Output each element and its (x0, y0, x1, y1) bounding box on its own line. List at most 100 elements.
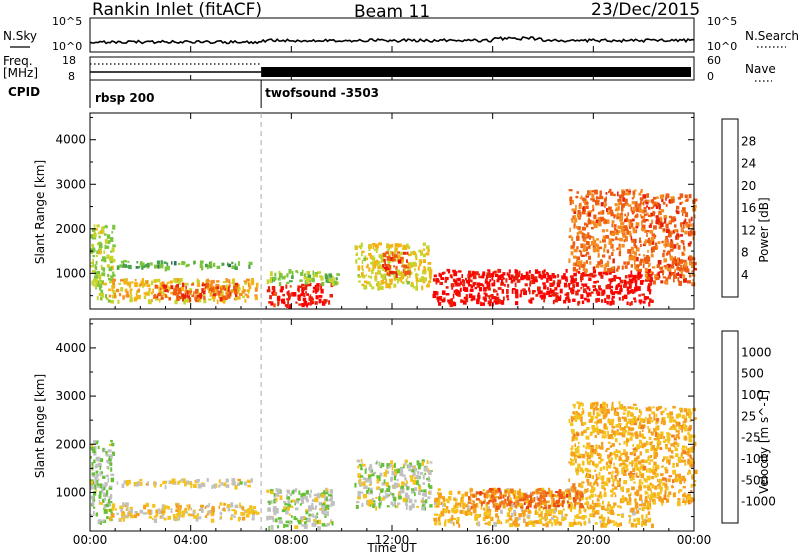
scatter-cell (216, 265, 221, 269)
scatter-cell (234, 484, 238, 490)
scatter-cell (679, 407, 683, 413)
scatter-cell (616, 513, 621, 516)
scatter-cell (624, 228, 628, 231)
scatter-cell (455, 503, 458, 508)
scatter-cell (581, 410, 584, 415)
scatter-cell (616, 523, 620, 528)
scatter-cell (108, 502, 111, 507)
scatter-cell (211, 289, 215, 293)
scatter-cell (90, 495, 93, 500)
scatter-cell (676, 266, 679, 271)
scatter-cell (453, 290, 456, 294)
nsky-trace (89, 36, 695, 45)
scatter-cell (614, 411, 618, 414)
scatter-cell (628, 230, 632, 235)
scatter-cell (575, 522, 580, 525)
scatter-cell (505, 519, 508, 524)
scatter-cell (634, 465, 638, 468)
scatter-cell (362, 481, 366, 486)
scatter-cell (146, 283, 151, 288)
colorbar-tick-label: 4 (741, 268, 749, 282)
scatter-cell (415, 276, 419, 282)
scatter-cell (450, 520, 453, 524)
scatter-cell (328, 498, 331, 502)
scatter-cell (152, 518, 154, 521)
scatter-cell (439, 296, 442, 300)
scatter-cell (629, 219, 633, 223)
scatter-cell (127, 282, 131, 286)
scatter-cell (457, 270, 462, 273)
scatter-cell (573, 248, 578, 253)
scatter-cell (665, 193, 670, 199)
scatter-cell (551, 499, 554, 503)
scatter-cell (643, 213, 648, 216)
scatter-cell (284, 501, 287, 504)
scatter-cell (621, 230, 626, 234)
scatter-cell (587, 191, 590, 196)
scatter-cell (628, 461, 632, 465)
scatter-cell (196, 280, 200, 283)
scatter-cell (583, 297, 587, 301)
scatter-cell (621, 217, 623, 221)
scatter-cell (624, 497, 627, 502)
scatter-cell (624, 265, 628, 269)
scatter-cell (289, 492, 293, 496)
scatter-cell (538, 518, 543, 524)
scatter-cell (670, 217, 675, 223)
scatter-cell (234, 282, 239, 287)
scatter-cell (561, 500, 565, 504)
scatter-cell (598, 221, 602, 227)
scatter-cell (418, 278, 423, 283)
scatter-cell (526, 275, 530, 278)
scatter-cell (576, 214, 580, 218)
scatter-cell (658, 405, 662, 409)
scatter-cell (635, 506, 638, 510)
scatter-cell (648, 506, 652, 510)
scatter-cell (637, 425, 641, 430)
scatter-cell (611, 266, 615, 270)
scatter-cell (319, 275, 323, 278)
scatter-cell (684, 418, 687, 421)
scatter-cell (245, 513, 250, 518)
scatter-cell (560, 493, 564, 498)
scatter-cell (583, 429, 586, 434)
scatter-cell (175, 287, 177, 291)
scatter-cell (401, 481, 405, 486)
scatter-cell (666, 250, 671, 255)
scatter-cell (231, 509, 236, 512)
scatter-cell (558, 279, 561, 284)
scatter-cell (610, 212, 614, 217)
scatter-cell (566, 278, 569, 283)
scatter-cell (631, 460, 634, 464)
scatter-cell (635, 523, 637, 528)
scatter-cell (176, 517, 181, 521)
scatter-cell (568, 189, 573, 192)
scatter-cell (653, 494, 657, 498)
scatter-cell (631, 418, 635, 423)
scatter-cell (650, 250, 653, 254)
scatter-cell (383, 259, 386, 262)
scatter-cell (253, 512, 255, 515)
scatter-cell (477, 282, 481, 286)
scatter-cell (636, 213, 639, 218)
scatter-cell (645, 407, 650, 412)
station-title: Rankin Inlet (fitACF) (92, 0, 262, 20)
scatter-cell (648, 268, 651, 273)
scatter-cell (670, 239, 673, 242)
scatter-cell (574, 218, 578, 223)
scatter-cell (361, 283, 365, 287)
scatter-cell (113, 293, 117, 298)
scatter-cell (123, 480, 126, 484)
scatter-cell (597, 255, 600, 258)
scatter-cell (315, 272, 318, 275)
scatter-cell (170, 481, 174, 484)
scatter-cell (597, 261, 601, 266)
scatter-cell (576, 401, 580, 404)
scatter-cell (170, 285, 174, 290)
scatter-cell (104, 482, 108, 486)
scatter-cell (207, 265, 209, 270)
scatter-cell (562, 508, 565, 511)
scatter-cell (155, 509, 158, 514)
scatter-cell (632, 194, 635, 198)
scatter-cell (403, 264, 408, 269)
